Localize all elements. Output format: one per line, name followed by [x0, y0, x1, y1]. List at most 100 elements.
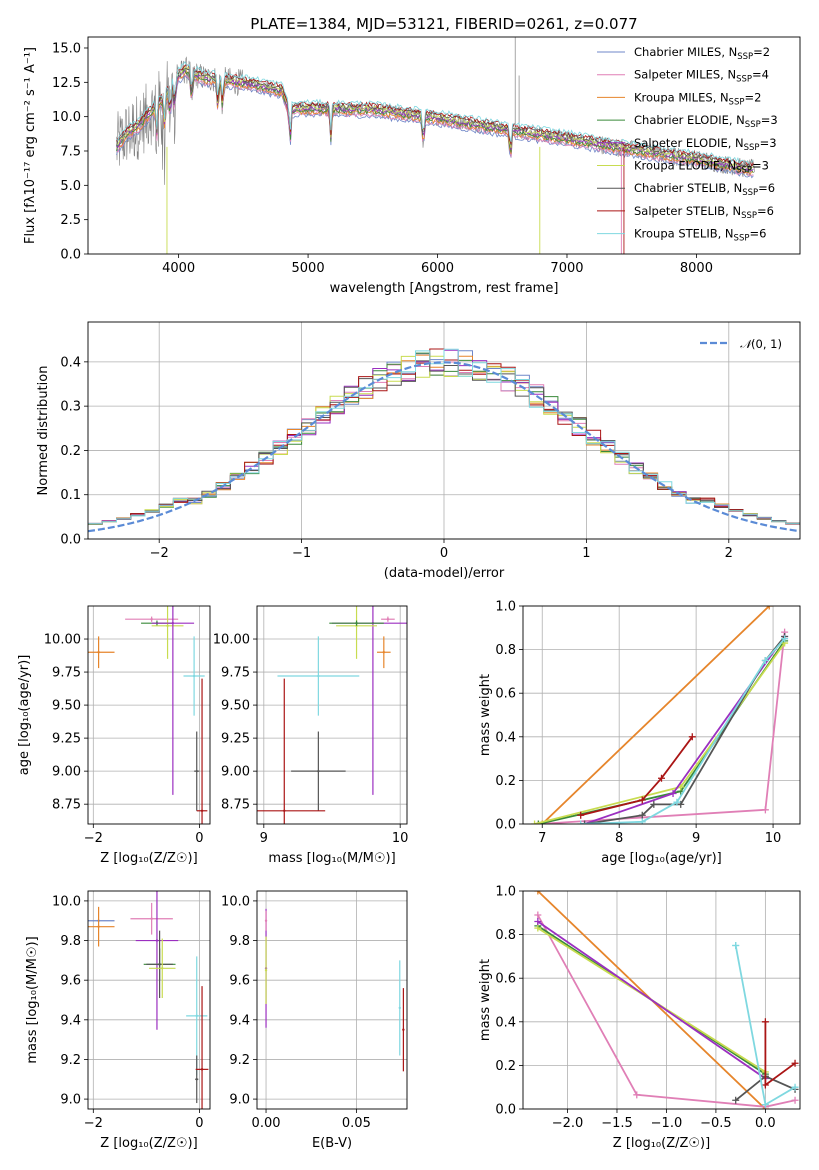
axes: −2 0 9.0 9.2 9.4 9.6 9.8 10.0 Z [log₁₀(Z/Z☉)] mas…: [25, 890, 211, 1151]
plus-marker: [534, 820, 542, 824]
data-point: [402, 1028, 405, 1031]
mass-vs-ebv-panel: 0.00 0.05 9.0 9.2 9.4 9.6 9.8 10.0 E(B-V): [221, 890, 408, 1151]
grid: [523, 890, 800, 1110]
y-tick-label: 0.1: [60, 488, 81, 503]
y-tick-label: 2.5: [60, 213, 81, 228]
axes-frame: [87, 321, 801, 540]
plus-marker: [534, 891, 542, 895]
mass-weight-line: [537, 914, 796, 1108]
x-tick-label: −2: [150, 546, 169, 561]
y-tick-label: 9.0: [229, 1093, 250, 1108]
y-tick-label: 5.0: [60, 179, 81, 194]
y-tick-label: 10.0: [52, 110, 81, 125]
x-axis-label: wavelength [Angstrom, rest frame]: [330, 281, 559, 296]
data-point: [317, 674, 320, 678]
x-tick-label: −1: [292, 546, 311, 561]
plus-marker: [534, 918, 542, 926]
plot-content: [88, 606, 208, 824]
gaussian-curve: [88, 361, 800, 533]
y-tick-label: 9.25: [52, 732, 81, 747]
x-tick-label: 8000: [680, 261, 713, 276]
y-tick-label: 9.8: [229, 934, 250, 949]
x-axis-label: Z [log₁₀(Z/Z☉)]: [100, 851, 197, 866]
data-point: [355, 621, 358, 625]
y-tick-label: 10.0: [221, 894, 250, 909]
y-tick-label: 0.0: [60, 533, 81, 548]
y-tick-label: 9.75: [221, 666, 250, 681]
axes-frame: [522, 890, 801, 1110]
axes: −2.0 −1.5 −1.0 −0.5 0.0 0.0 0.2 0.4 0.6 0.8 1.0 Z […: [478, 885, 801, 1151]
y-tick-label: 8.75: [221, 798, 250, 813]
legend-entry: Salpeter ELODIE, NSSP=3: [634, 136, 777, 153]
mass-weight-line: [584, 635, 786, 824]
plot-content: [116, 37, 755, 254]
data-point: [200, 1068, 204, 1071]
x-tick-label: 0.0: [755, 1116, 776, 1131]
x-tick-label: −2: [84, 1116, 103, 1131]
x-tick-label: 0: [195, 831, 203, 846]
plot-content: [257, 606, 407, 824]
data-point: [283, 809, 286, 812]
data-point: [158, 963, 161, 966]
data-point: [97, 651, 100, 654]
axes: 7 8 9 10 0.0 0.2 0.4 0.6 0.8 1.0 age [log₁₀(age/yr…: [478, 600, 801, 866]
x-tick-label: −1.0: [651, 1116, 683, 1131]
x-axis-label: E(B-V): [312, 1136, 352, 1151]
spectrum-panel: 4000 5000 6000 7000 8000 0.0 2.5 5.0 7.5 10.0 12.5…: [23, 36, 801, 296]
y-tick-label: 9.6: [60, 974, 81, 989]
axes-frame: [256, 605, 408, 825]
y-tick-label: 9.75: [52, 666, 81, 681]
plus-marker: [669, 789, 677, 797]
age-vs-mass-panel: 9 10 8.75 9.00 9.25 9.50 9.75 10.00 mass [log₁₀(…: [213, 605, 408, 866]
axes-frame: [522, 605, 801, 825]
grid: [88, 606, 210, 824]
grid: [257, 606, 407, 824]
x-tick-label: 6000: [421, 261, 454, 276]
plus-marker: [577, 811, 585, 819]
y-tick-label: 0.0: [60, 248, 81, 263]
legend-entry: Chabrier ELODIE, NSSP=3: [634, 113, 778, 130]
legend-entry: Kroupa MILES, NSSP=2: [634, 90, 761, 107]
data-point: [150, 618, 153, 621]
plus-marker: [761, 1018, 769, 1026]
plus-marker: [638, 818, 646, 824]
legend: Chabrier MILES, NSSP=2 Salpeter MILES, NS…: [597, 45, 778, 244]
legend-entry: Kroupa STELIB, NSSP=6: [634, 227, 766, 244]
y-tick-label: 0.2: [60, 444, 81, 459]
axes-frame: [87, 890, 211, 1110]
x-tick-label: 7: [538, 831, 546, 846]
grid: [88, 891, 210, 1109]
y-tick-label: 0.8: [495, 643, 516, 658]
data-point: [192, 674, 196, 678]
y-tick-label: 0.0: [495, 1103, 516, 1118]
mass-weight-line: [584, 635, 786, 824]
y-tick-label: 9.00: [221, 765, 250, 780]
plus-marker: [791, 1059, 799, 1067]
y-tick-label: 7.5: [60, 144, 81, 159]
data-point: [386, 618, 390, 621]
data-point: [264, 969, 268, 972]
y-axis-label: mass [log₁₀(M/M☉)]: [25, 936, 40, 1063]
model-spectrum-line: [116, 61, 754, 164]
x-tick-label: 4000: [162, 261, 195, 276]
x-tick-label: −0.5: [700, 1116, 732, 1131]
age-vs-z-panel: −2 0 8.75 9.00 9.25 9.50 9.75 10.00 Z [log₁₀(Z/Z…: [17, 605, 211, 866]
plus-marker: [761, 657, 769, 664]
plus-marker: [638, 796, 646, 804]
x-tick-label: 2: [725, 546, 733, 561]
data-point: [264, 919, 268, 922]
legend-entry: Salpeter MILES, NSSP=4: [634, 68, 769, 85]
data-point: [161, 967, 164, 970]
data-point: [317, 769, 320, 773]
x-tick-label: 9: [260, 831, 268, 846]
mass-weight-line: [537, 920, 766, 1080]
data-point: [382, 651, 386, 654]
x-tick-label: 7000: [550, 261, 583, 276]
x-axis-label: (data-model)/error: [384, 566, 505, 581]
x-tick-label: 10: [765, 831, 782, 846]
y-tick-label: 9.25: [221, 732, 250, 747]
y-tick-label: 9.0: [60, 1093, 81, 1108]
x-tick-label: 0: [195, 1116, 203, 1131]
residual-panel: −2 −1 0 1 2 0.0 0.1 0.2 0.3 0.4 (data-model)/error…: [36, 321, 801, 581]
